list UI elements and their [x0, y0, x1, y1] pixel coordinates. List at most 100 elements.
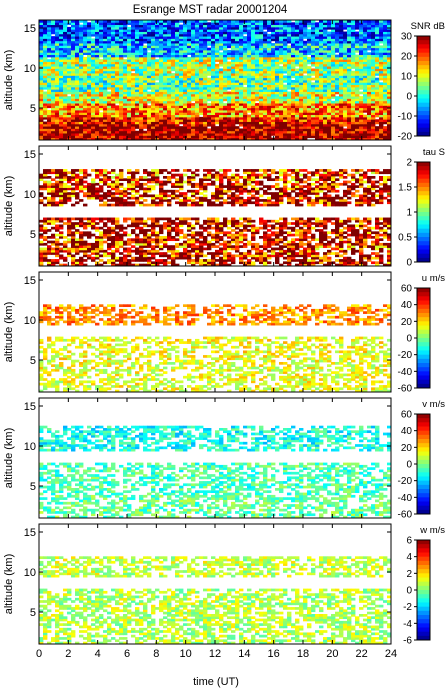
heatmap-cell	[223, 84, 228, 88]
heatmap-cell	[383, 100, 388, 104]
heatmap-cell	[67, 75, 72, 79]
heatmap-cell	[191, 137, 196, 141]
heatmap-cell	[231, 40, 236, 44]
heatmap-cell	[363, 73, 368, 76]
heatmap-cell	[223, 24, 228, 28]
heatmap-cell	[211, 126, 216, 129]
heatmap-cell	[195, 33, 200, 37]
heatmap-cell	[107, 110, 112, 113]
heatmap-cell	[155, 40, 160, 44]
heatmap-cell	[103, 75, 108, 79]
heatmap-cell	[123, 259, 128, 262]
heatmap-cell	[263, 254, 268, 258]
heatmap-cell	[179, 107, 184, 111]
heatmap-cell	[227, 116, 232, 120]
heatmap-cell	[347, 96, 352, 99]
heatmap-cell	[299, 36, 304, 39]
heatmap-cell	[135, 91, 140, 95]
heatmap-cell	[367, 31, 372, 35]
heatmap-cell	[251, 31, 256, 35]
heatmap-cell	[155, 119, 160, 122]
heatmap-cell	[183, 26, 188, 30]
heatmap-cell	[243, 110, 248, 113]
heatmap-cell	[283, 24, 288, 28]
heatmap-cell	[379, 98, 384, 102]
heatmap-cell	[135, 33, 140, 37]
heatmap-cell	[131, 116, 136, 120]
heatmap-cell	[83, 119, 88, 122]
heatmap-cell	[71, 68, 76, 72]
heatmap-cell	[383, 54, 388, 58]
heatmap-cell	[251, 110, 256, 113]
heatmap-cell	[247, 43, 252, 46]
heatmap-cell	[307, 36, 312, 39]
heatmap-cell	[335, 137, 340, 141]
heatmap-cell	[47, 86, 52, 90]
heatmap-cell	[311, 128, 316, 132]
heatmap-cell	[163, 263, 168, 267]
heatmap-cell	[271, 89, 276, 92]
heatmap-cell	[195, 59, 200, 62]
heatmap-cell	[351, 119, 356, 122]
heatmap-cell	[75, 103, 80, 106]
heatmap-cell	[243, 119, 248, 122]
heatmap-cell	[251, 263, 256, 267]
heatmap-cell	[175, 103, 180, 106]
heatmap-cell	[271, 254, 276, 258]
heatmap-cell	[211, 26, 216, 30]
heatmap-cell	[163, 119, 168, 122]
heatmap-cell	[71, 20, 76, 23]
heatmap-cell	[187, 114, 192, 118]
heatmap-cell	[195, 123, 200, 127]
heatmap-cell	[263, 100, 268, 104]
heatmap-cell	[271, 47, 276, 51]
heatmap-cell	[143, 130, 148, 134]
heatmap-cell	[335, 70, 340, 74]
heatmap-cell	[187, 249, 192, 253]
heatmap-cell	[243, 22, 248, 26]
heatmap-cell	[319, 56, 324, 60]
heatmap-cell	[71, 107, 76, 111]
heatmap-cell	[319, 89, 324, 92]
heatmap-cell	[147, 66, 152, 69]
heatmap-cell	[203, 63, 208, 67]
heatmap-cell	[339, 100, 344, 104]
heatmap-cell	[47, 252, 52, 255]
heatmap-cell	[183, 103, 188, 106]
heatmap-cell	[151, 121, 156, 125]
heatmap-cell	[179, 59, 184, 62]
heatmap-cell	[275, 31, 280, 35]
heatmap-cell	[243, 252, 248, 255]
heatmap-cell	[115, 70, 120, 74]
heatmap-cell	[187, 135, 192, 139]
heatmap-cell	[255, 52, 260, 56]
heatmap-cell	[227, 110, 232, 113]
heatmap-cell	[367, 119, 372, 122]
heatmap-cell	[283, 63, 288, 67]
heatmap-cell	[247, 98, 252, 102]
heatmap-cell	[315, 59, 320, 62]
heatmap-cell	[115, 29, 120, 32]
heatmap-cell	[291, 22, 296, 26]
heatmap-cell	[239, 256, 244, 260]
heatmap-cell	[67, 107, 72, 111]
heatmap-cell	[47, 52, 52, 56]
heatmap-cell	[119, 96, 124, 99]
heatmap-cell	[195, 38, 200, 42]
heatmap-cell	[283, 89, 288, 92]
heatmap-cell	[67, 114, 72, 118]
heatmap-cell	[135, 103, 140, 106]
heatmap-cell	[167, 77, 172, 81]
colorbar-tick-label: 10	[401, 72, 413, 83]
heatmap-cell	[111, 52, 116, 56]
heatmap-cell	[219, 70, 224, 74]
heatmap-cell	[307, 254, 312, 258]
heatmap-cell	[91, 38, 96, 42]
heatmap-cell	[43, 110, 48, 113]
heatmap-cell	[387, 259, 392, 262]
heatmap-cell	[107, 261, 112, 265]
heatmap-cell	[215, 252, 220, 255]
heatmap-cell	[151, 73, 156, 76]
heatmap-cell	[99, 73, 104, 76]
heatmap-cell	[51, 114, 56, 118]
